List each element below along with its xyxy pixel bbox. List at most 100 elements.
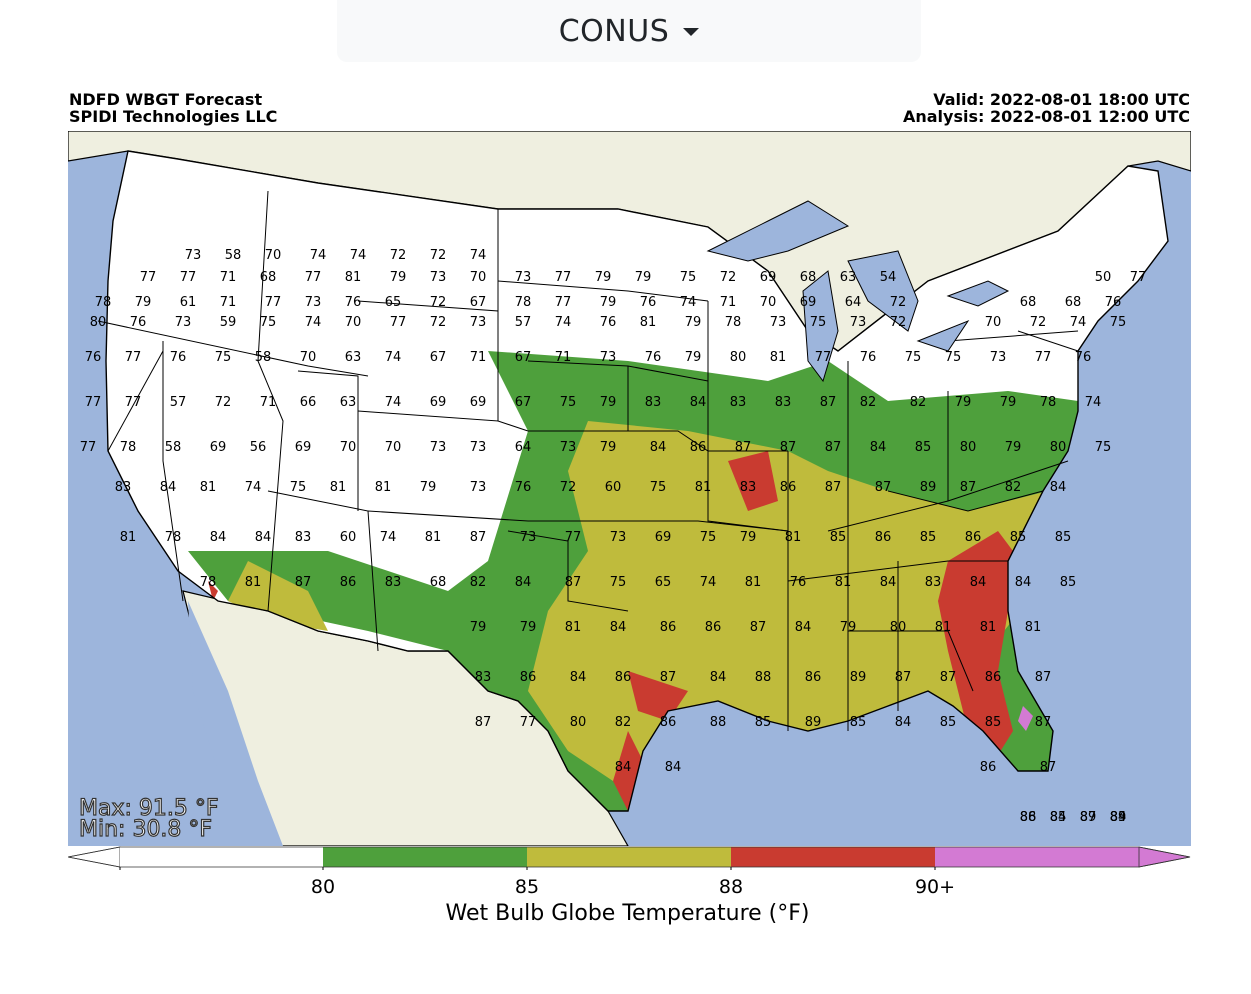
point-value: 71 [470,350,487,365]
colorbar-85-88 [527,847,731,867]
point-value: 81 [200,480,217,495]
stat-min: Min: 30.8 °F [78,817,213,842]
point-value: 70 [265,248,282,263]
point-value: 86 [660,620,677,635]
point-value: 74 [470,248,487,263]
point-value: 69 [470,395,487,410]
point-value: 60 [340,530,357,545]
point-value: 77 [390,315,407,330]
point-value: 77 [565,530,582,545]
point-value: 88 [1020,810,1037,825]
point-value: 78 [1040,395,1057,410]
point-value: 79 [1005,440,1022,455]
colorbar-title-text: Wet Bulb Globe Temperature (°F) [445,901,810,926]
point-value: 84 [650,440,667,455]
point-value: 72 [890,295,907,310]
point-value: 77 [555,295,572,310]
point-value: 64 [515,440,532,455]
point-value: 79 [520,620,537,635]
point-value: 88 [755,670,772,685]
point-value: 61 [180,295,197,310]
point-value: 73 [470,480,487,495]
point-value: 75 [560,395,577,410]
point-value: 84 [1110,810,1127,825]
chevron-down-icon [683,28,700,36]
point-value: 75 [680,270,697,285]
point-value: 87 [475,715,492,730]
point-value: 72 [890,315,907,330]
point-value: 60 [605,480,622,495]
point-value: 76 [515,480,532,495]
point-value: 76 [645,350,662,365]
point-value: 73 [990,350,1007,365]
point-value: 84 [515,575,532,590]
point-value: 85 [985,715,1002,730]
point-value: 78 [120,440,137,455]
point-value: 57 [515,315,532,330]
valid-time: Valid: 2022-08-01 18:00 UTC [933,90,1190,109]
point-value: 86 [690,440,707,455]
point-value: 84 [970,575,987,590]
point-value: 77 [125,395,142,410]
point-value: 86 [985,670,1002,685]
point-value: 84 [795,620,812,635]
colorbar-tick-88: 88 [718,876,744,898]
point-value: 86 [965,530,982,545]
point-value: 57 [170,395,187,410]
point-value: 80 [570,715,587,730]
point-value: 89 [920,480,937,495]
point-value: 72 [560,480,577,495]
point-value: 79 [635,270,652,285]
colorbar-tick-80: 80 [310,876,336,898]
point-value: 89 [1110,810,1127,825]
point-value: 85 [830,530,847,545]
point-value: 72 [390,248,407,263]
point-value: 74 [555,315,572,330]
point-value: 79 [685,350,702,365]
point-value: 72 [430,295,447,310]
point-value: 84 [870,440,887,455]
point-value: 76 [790,575,807,590]
point-value: 86 [340,575,357,590]
point-value: 81 [1025,620,1042,635]
point-value: 67 [515,395,532,410]
point-value: 71 [220,295,237,310]
colorbar-80-85 [323,847,527,867]
point-value: 80 [1050,440,1067,455]
point-value: 70 [985,315,1002,330]
point-value: 76 [345,295,362,310]
region-dropdown-value: CONUS [558,13,670,49]
point-value: 87 [940,670,957,685]
point-value: 76 [640,295,657,310]
point-value: 87 [735,440,752,455]
point-value: 81 [935,620,952,635]
point-value: 84 [160,480,177,495]
point-value: 63 [340,395,357,410]
point-value: 79 [955,395,972,410]
point-value: 75 [260,315,277,330]
point-value: 87 [895,670,912,685]
point-value: 69 [210,440,227,455]
point-value: 73 [470,315,487,330]
point-value: 87 [1040,760,1057,775]
point-value: 74 [680,295,697,310]
point-value: 83 [645,395,662,410]
map-header-right: Valid: 2022-08-01 18:00 UTC Analysis: 20… [690,91,1190,125]
point-value: 75 [700,530,717,545]
region-dropdown[interactable]: CONUS [337,0,921,62]
point-value: 69 [295,440,312,455]
point-value: 75 [905,350,922,365]
map-org: SPIDI Technologies LLC [69,107,278,126]
point-value: 80 [90,315,107,330]
point-value: 63 [345,350,362,365]
state-borders [97,190,1079,731]
point-value: 81 [245,575,262,590]
point-value: 82 [1005,480,1022,495]
point-value: 77 [180,270,197,285]
point-value: 86 [875,530,892,545]
point-value: 80 [960,440,977,455]
point-value: 77 [1035,350,1052,365]
point-value: 81 [835,575,852,590]
point-value: 73 [515,270,532,285]
point-value: 84 [1050,480,1067,495]
